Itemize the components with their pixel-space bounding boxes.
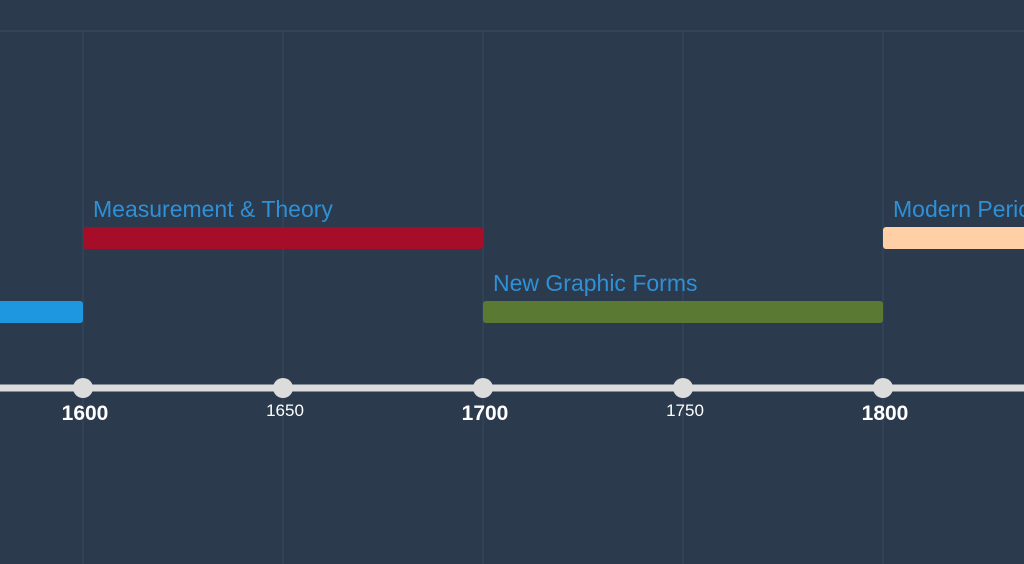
tick-label-1600: 1600 xyxy=(62,402,109,425)
tick-dot-1600 xyxy=(73,378,93,398)
period-bar-maps-diagrams xyxy=(0,301,83,323)
period-bar-new-graphic-forms xyxy=(483,301,883,323)
tick-label-1650: 1650 xyxy=(266,401,304,420)
period-label-modern-period: Modern Period xyxy=(893,196,1024,222)
tick-label-1700: 1700 xyxy=(462,402,509,425)
tick-label-1800: 1800 xyxy=(862,402,909,425)
period-bar-modern-period xyxy=(883,227,1024,249)
period-label-measurement-theory: Measurement & Theory xyxy=(93,196,333,222)
period-bar-measurement-theory xyxy=(83,227,483,249)
tick-dot-1700 xyxy=(473,378,493,398)
tick-dot-1750 xyxy=(673,378,693,398)
period-label-new-graphic-forms: New Graphic Forms xyxy=(493,270,697,296)
tick-dot-1800 xyxy=(873,378,893,398)
tick-label-1750: 1750 xyxy=(666,401,704,420)
tick-dot-1650 xyxy=(273,378,293,398)
